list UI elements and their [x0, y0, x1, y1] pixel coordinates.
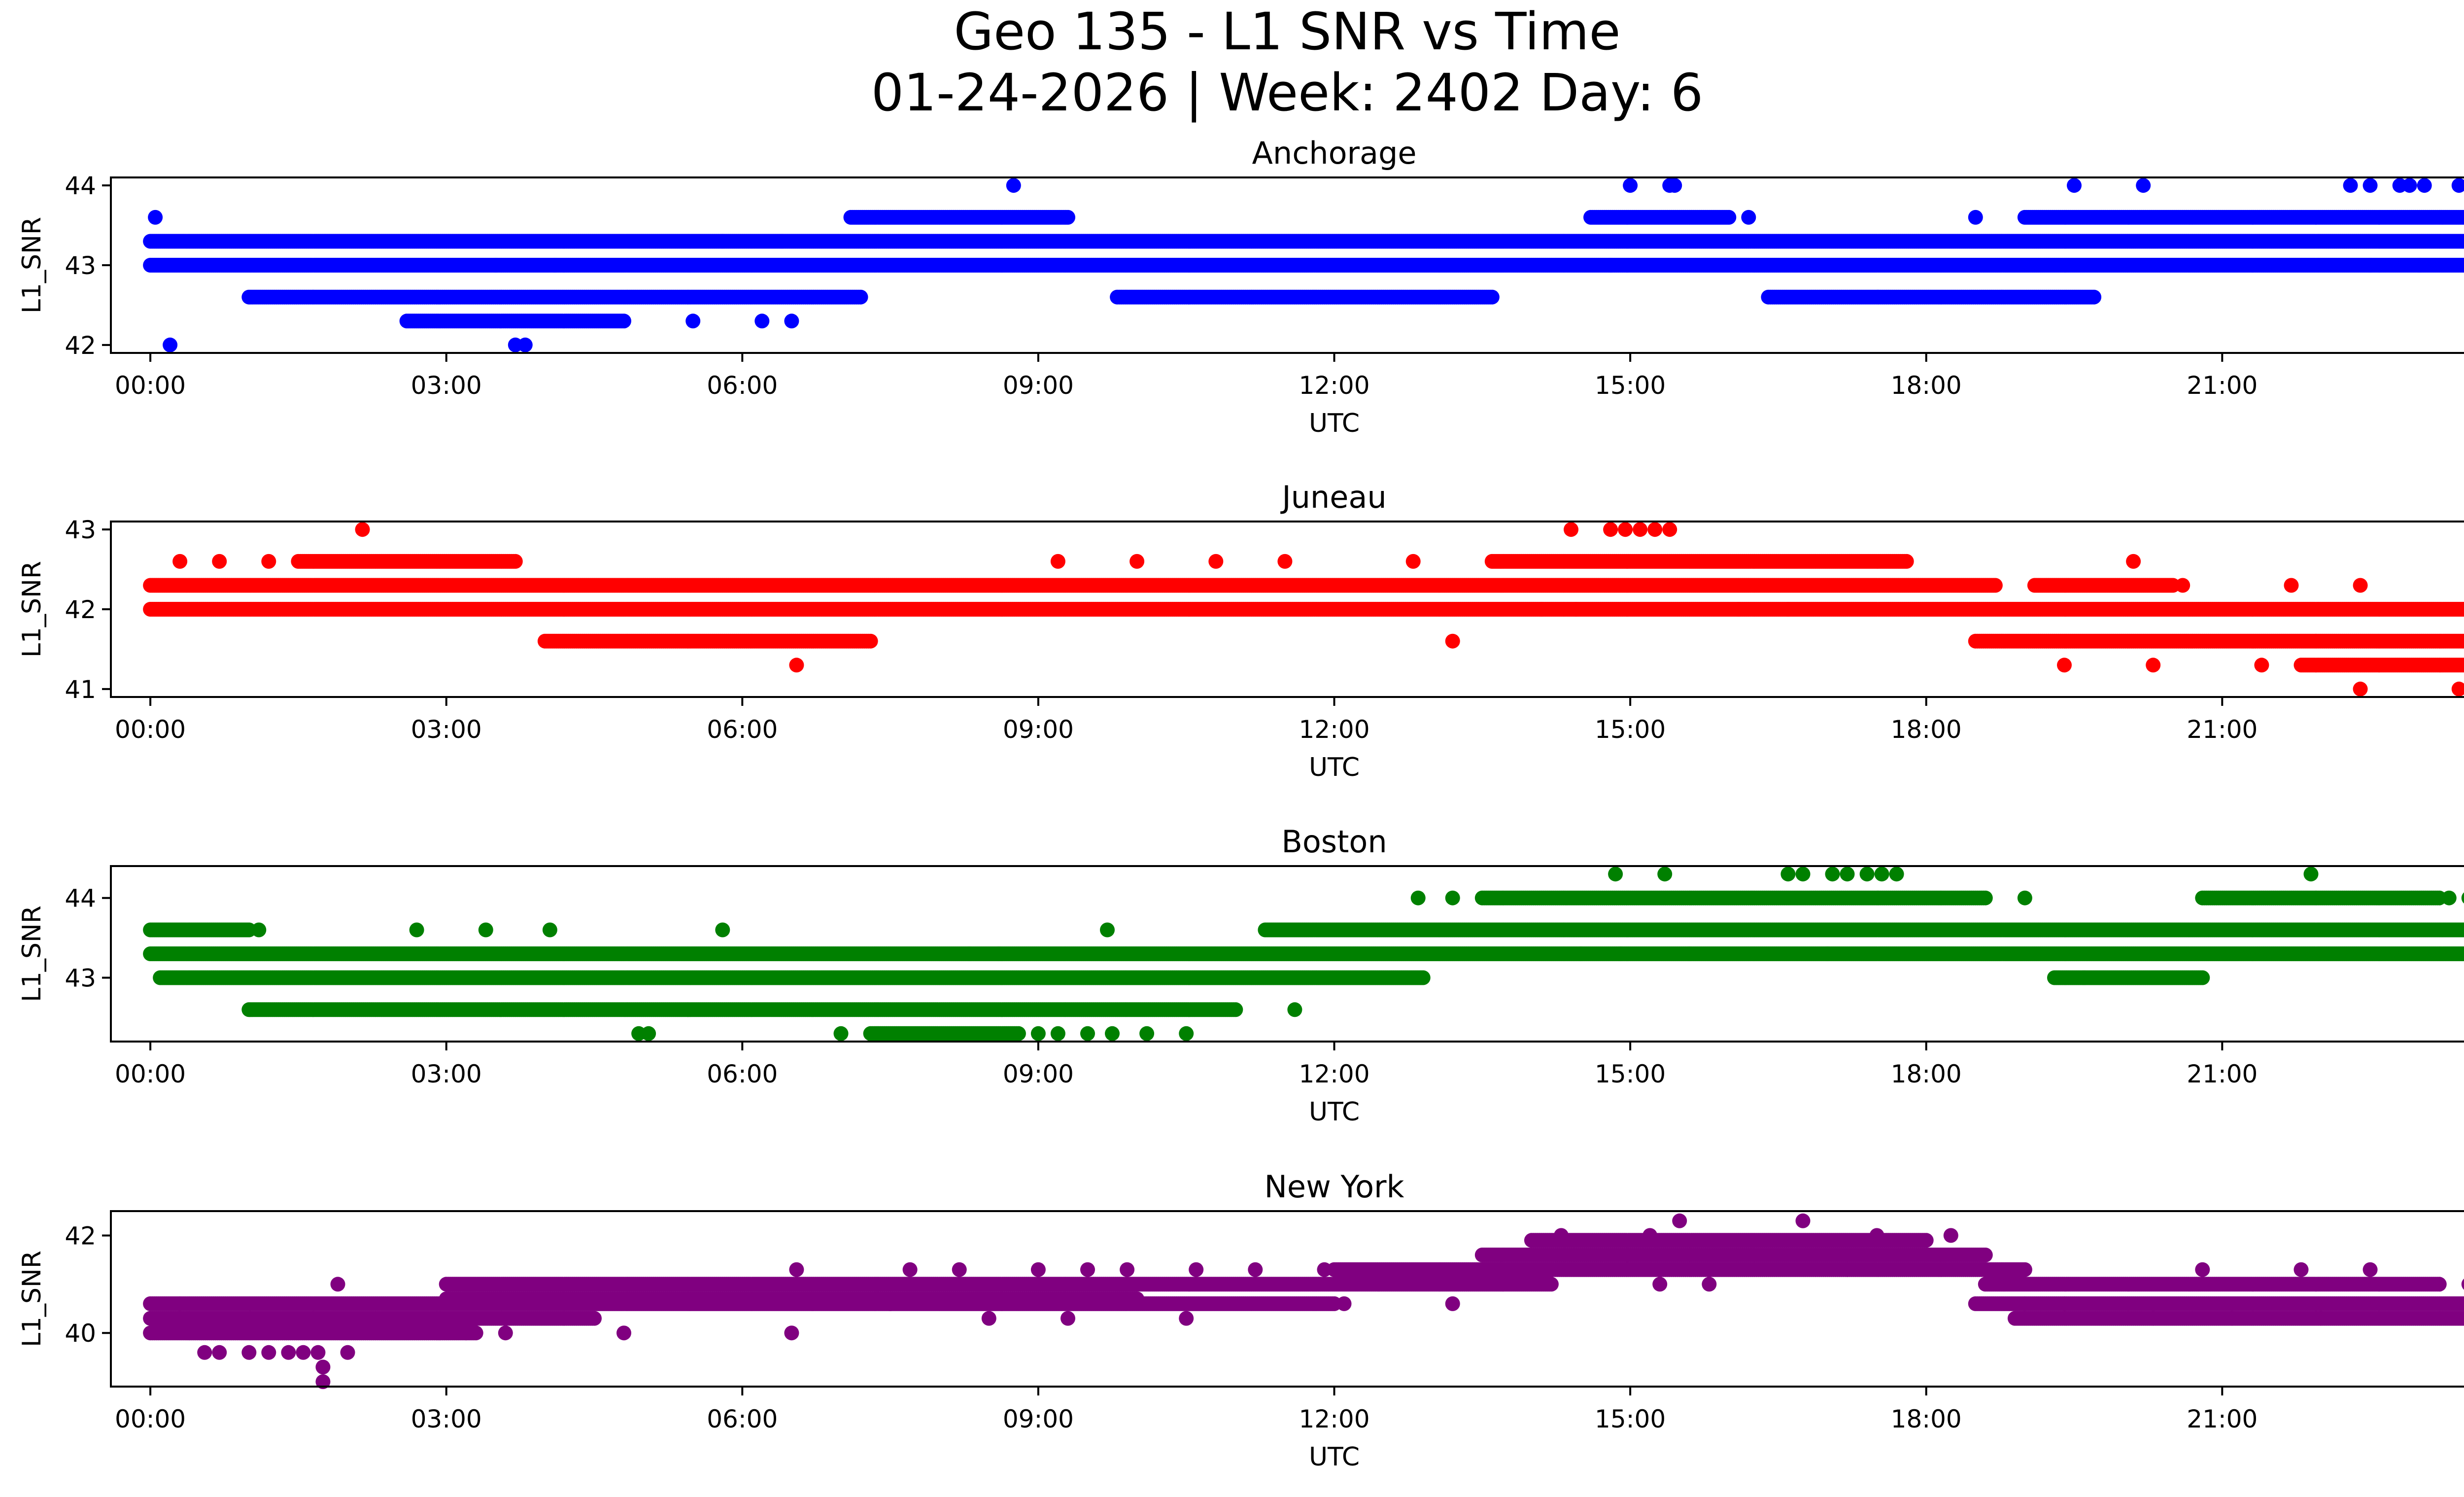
subplot-title: Anchorage [1252, 135, 1416, 171]
x-tick-label: 03:00 [411, 371, 482, 400]
figure-title-line-1: Geo 135 - L1 SNR vs Time [954, 1, 1620, 62]
data-point [1741, 210, 1756, 225]
x-tick-label: 09:00 [1003, 371, 1074, 400]
data-point [774, 234, 789, 249]
data-point [1667, 178, 1682, 193]
subplot-anchorage: Anchorage 00:00 03:00 06:00 09:00 12:00 15:00 1… [17, 135, 2464, 438]
data-point [2087, 290, 2101, 305]
data-point [2363, 178, 2378, 193]
data-point [548, 258, 562, 273]
data-point [854, 290, 868, 305]
subplot-title: Juneau [1280, 479, 1386, 515]
data-point [148, 210, 163, 225]
data-point [518, 338, 533, 352]
y-tick-label: 42 [65, 331, 96, 360]
x-tick-label: 18:00 [1891, 371, 1962, 400]
data-point [2417, 178, 2432, 193]
data-point [1006, 178, 1021, 193]
y-axis-label: L1_SNR [17, 217, 47, 313]
data-point [2067, 178, 2082, 193]
x-tick-label: 21:00 [2187, 371, 2258, 400]
data-point [163, 338, 177, 352]
x-axis-label: UTC [1309, 409, 1360, 438]
data-point [2343, 178, 2358, 193]
data-point [1721, 210, 1736, 225]
data-point [1988, 578, 2003, 593]
x-tick-label: 00:00 [115, 371, 186, 400]
scatter-points [143, 522, 2464, 696]
data-point [1623, 178, 1638, 193]
data-point [1061, 210, 1075, 225]
data-point [2136, 178, 2151, 193]
data-point [784, 313, 799, 328]
figure-title-line-2: 01-24-2026 | Week: 2402 Day: 6 [871, 63, 1703, 123]
data-point [488, 258, 503, 273]
y-tick-label: 43 [65, 251, 96, 280]
data-point [2452, 178, 2464, 193]
subplots: Anchorage 00:00 03:00 06:00 09:00 12:00 15:00 1… [17, 135, 2464, 1472]
y-tick-label: 44 [65, 172, 96, 200]
x-tick-label: 15:00 [1595, 371, 1666, 400]
data-point [754, 313, 769, 328]
data-point [1968, 210, 1983, 225]
data-point [2363, 258, 2378, 273]
data-point [1485, 290, 1500, 305]
x-tick-label: 06:00 [707, 371, 778, 400]
x-tick-label: 12:00 [1299, 371, 1369, 400]
data-point [616, 313, 631, 328]
scatter-points [143, 178, 2464, 352]
data-point [685, 313, 700, 328]
data-point [715, 234, 730, 249]
data-point [2412, 258, 2427, 273]
data-point [2402, 178, 2417, 193]
data-point [1603, 258, 1618, 273]
